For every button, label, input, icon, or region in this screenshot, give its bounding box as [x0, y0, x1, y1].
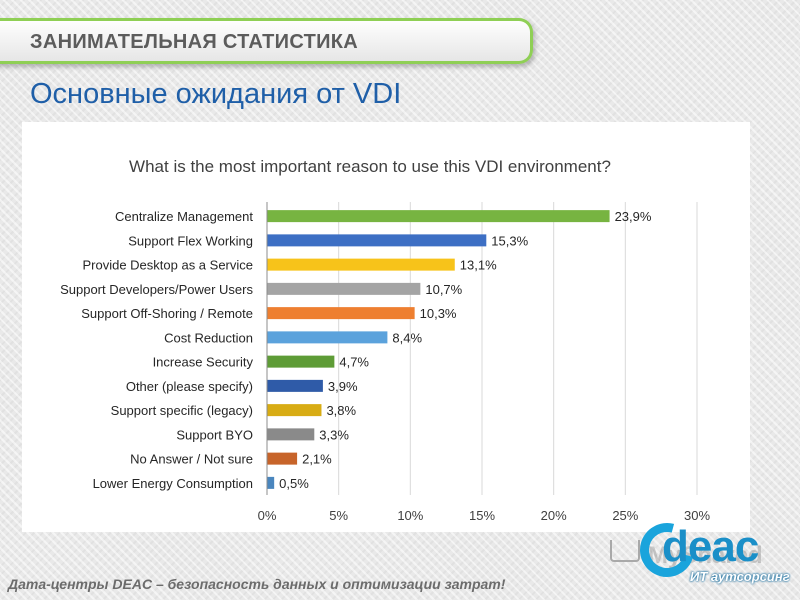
category-label: Support Off-Shoring / Remote	[81, 306, 253, 321]
category-label: Other (please specify)	[126, 379, 253, 394]
watermark-text: MyShared	[648, 542, 763, 569]
bar	[267, 452, 298, 465]
category-label: Centralize Management	[115, 209, 253, 224]
bar	[267, 282, 421, 295]
x-tick-label: 15%	[469, 508, 495, 523]
bar	[267, 234, 487, 247]
page-title: Основные ожидания от VDI	[30, 78, 402, 110]
category-label: Support BYO	[176, 427, 253, 442]
deac-logo: MyShared deac ИТ аутсорсинг	[600, 513, 800, 600]
category-label: Support Flex Working	[128, 233, 253, 248]
section-banner: ЗАНИМАТЕЛЬНАЯ СТАТИСТИКА	[0, 18, 533, 64]
category-label: Increase Security	[153, 355, 254, 370]
data-label: 13,1%	[460, 258, 497, 273]
logo-wordmark: deac	[662, 522, 759, 571]
data-label: 10,3%	[420, 306, 457, 321]
bar	[267, 210, 610, 223]
bar	[267, 404, 322, 417]
category-label: Lower Energy Consumption	[93, 476, 253, 491]
data-label: 4,7%	[339, 355, 369, 370]
data-label: 3,3%	[319, 427, 349, 442]
bar	[267, 355, 335, 368]
category-label: Provide Desktop as a Service	[82, 258, 253, 273]
bar	[267, 476, 275, 489]
data-label: 3,9%	[328, 379, 358, 394]
x-tick-label: 0%	[258, 508, 277, 523]
bar	[267, 428, 315, 441]
x-tick-label: 20%	[541, 508, 567, 523]
bar	[267, 331, 388, 344]
category-label: Support specific (legacy)	[111, 403, 253, 418]
data-label: 3,8%	[326, 403, 356, 418]
chart-title: What is the most important reason to use…	[129, 157, 611, 176]
logo-tagline: ИТ аутсорсинг	[690, 569, 790, 584]
data-label: 2,1%	[302, 452, 332, 467]
banner-title: ЗАНИМАТЕЛЬНАЯ СТАТИСТИКА	[30, 31, 359, 53]
category-label: Cost Reduction	[164, 330, 253, 345]
footer-slogan: Дата-центры DEAC – безопасность данных и…	[8, 576, 506, 592]
category-label: No Answer / Not sure	[130, 452, 253, 467]
category-label: Support Developers/Power Users	[60, 282, 253, 297]
data-label: 23,9%	[615, 209, 652, 224]
x-tick-label: 5%	[329, 508, 348, 523]
cart-icon	[610, 540, 640, 562]
x-tick-label: 10%	[397, 508, 423, 523]
bar	[267, 379, 323, 392]
data-label: 0,5%	[279, 476, 309, 491]
bar	[267, 258, 455, 271]
data-label: 8,4%	[392, 330, 422, 345]
x-tick-label: 30%	[684, 508, 710, 523]
bar	[267, 307, 415, 320]
bar-chart: What is the most important reason to use…	[60, 157, 710, 523]
data-label: 15,3%	[491, 233, 528, 248]
chart-panel	[22, 122, 750, 532]
data-label: 10,7%	[425, 282, 462, 297]
x-tick-label: 25%	[612, 508, 638, 523]
